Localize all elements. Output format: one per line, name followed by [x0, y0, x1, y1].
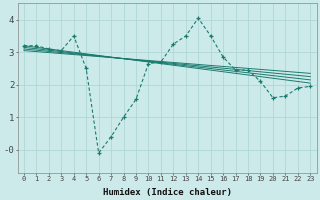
X-axis label: Humidex (Indice chaleur): Humidex (Indice chaleur) [103, 188, 232, 197]
